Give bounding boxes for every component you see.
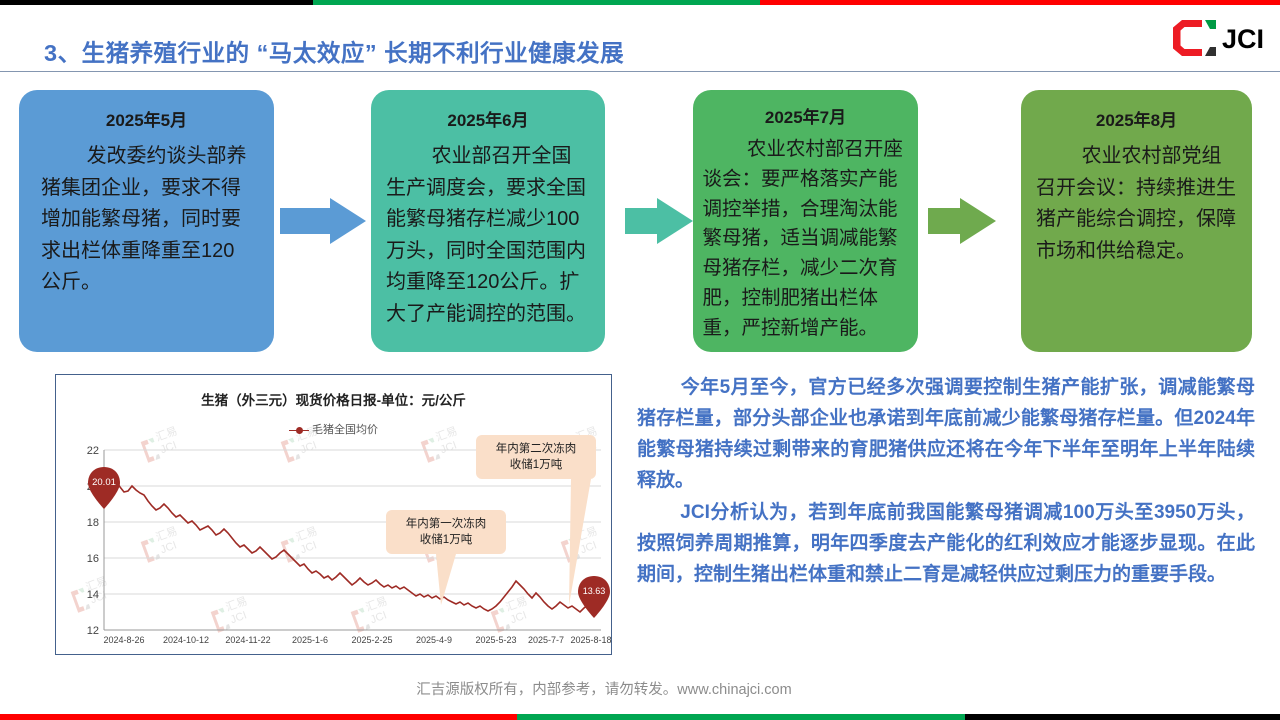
svg-text:20.01: 20.01 [92, 477, 116, 488]
svg-text:JCI: JCI [1222, 24, 1264, 54]
